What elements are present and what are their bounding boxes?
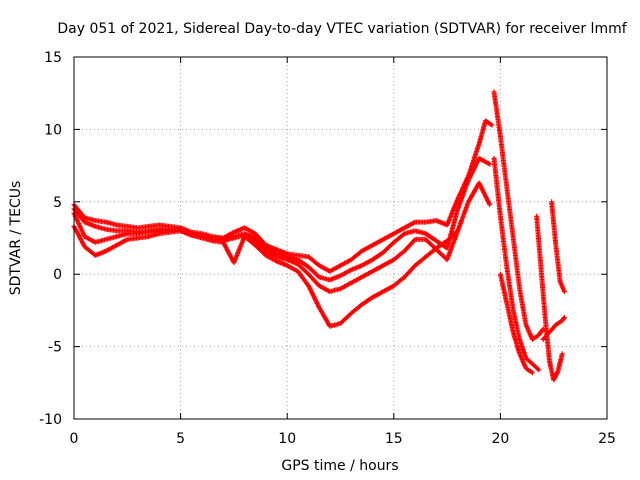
x-tick-label: 0 bbox=[70, 431, 79, 447]
series-steep-4 bbox=[534, 213, 565, 383]
series-markers bbox=[549, 199, 567, 295]
y-tick-label: -5 bbox=[48, 340, 62, 356]
series-steep-1 bbox=[491, 89, 546, 342]
grid-lines bbox=[73, 56, 608, 420]
series-steep-2 bbox=[491, 155, 542, 373]
y-tick-label: 15 bbox=[44, 50, 62, 66]
y-axis-label: SDTVAR / TECUs bbox=[8, 181, 24, 296]
x-tick-label: 15 bbox=[385, 431, 403, 447]
series-markers bbox=[491, 89, 546, 342]
series-steep-3 bbox=[497, 271, 535, 376]
chart-title: Day 051 of 2021, Sidereal Day-to-day VTE… bbox=[57, 21, 627, 37]
plot-frame bbox=[73, 56, 608, 420]
series-markers bbox=[71, 223, 461, 329]
x-axis-label: GPS time / hours bbox=[281, 458, 398, 474]
x-tick-label: 10 bbox=[278, 431, 296, 447]
series-steep-5 bbox=[549, 199, 567, 295]
y-tick-label: -10 bbox=[39, 412, 62, 428]
x-tick-label: 25 bbox=[598, 431, 616, 447]
series-steep-6 bbox=[540, 315, 567, 342]
y-tick-label: 5 bbox=[53, 195, 62, 211]
series-markers bbox=[491, 155, 542, 373]
y-tick-label: 0 bbox=[53, 267, 62, 283]
x-axis: 0 5 10 15 20 25 bbox=[70, 57, 616, 447]
series-markers bbox=[540, 315, 567, 342]
series-arc-4 bbox=[71, 223, 461, 329]
y-tick-label: 10 bbox=[44, 122, 62, 138]
plot-area bbox=[71, 89, 567, 383]
series-markers bbox=[534, 213, 565, 383]
x-tick-label: 20 bbox=[491, 431, 509, 447]
y-axis: -10 -5 0 5 10 15 bbox=[39, 50, 607, 428]
series-markers bbox=[497, 271, 535, 376]
x-tick-label: 5 bbox=[176, 431, 185, 447]
